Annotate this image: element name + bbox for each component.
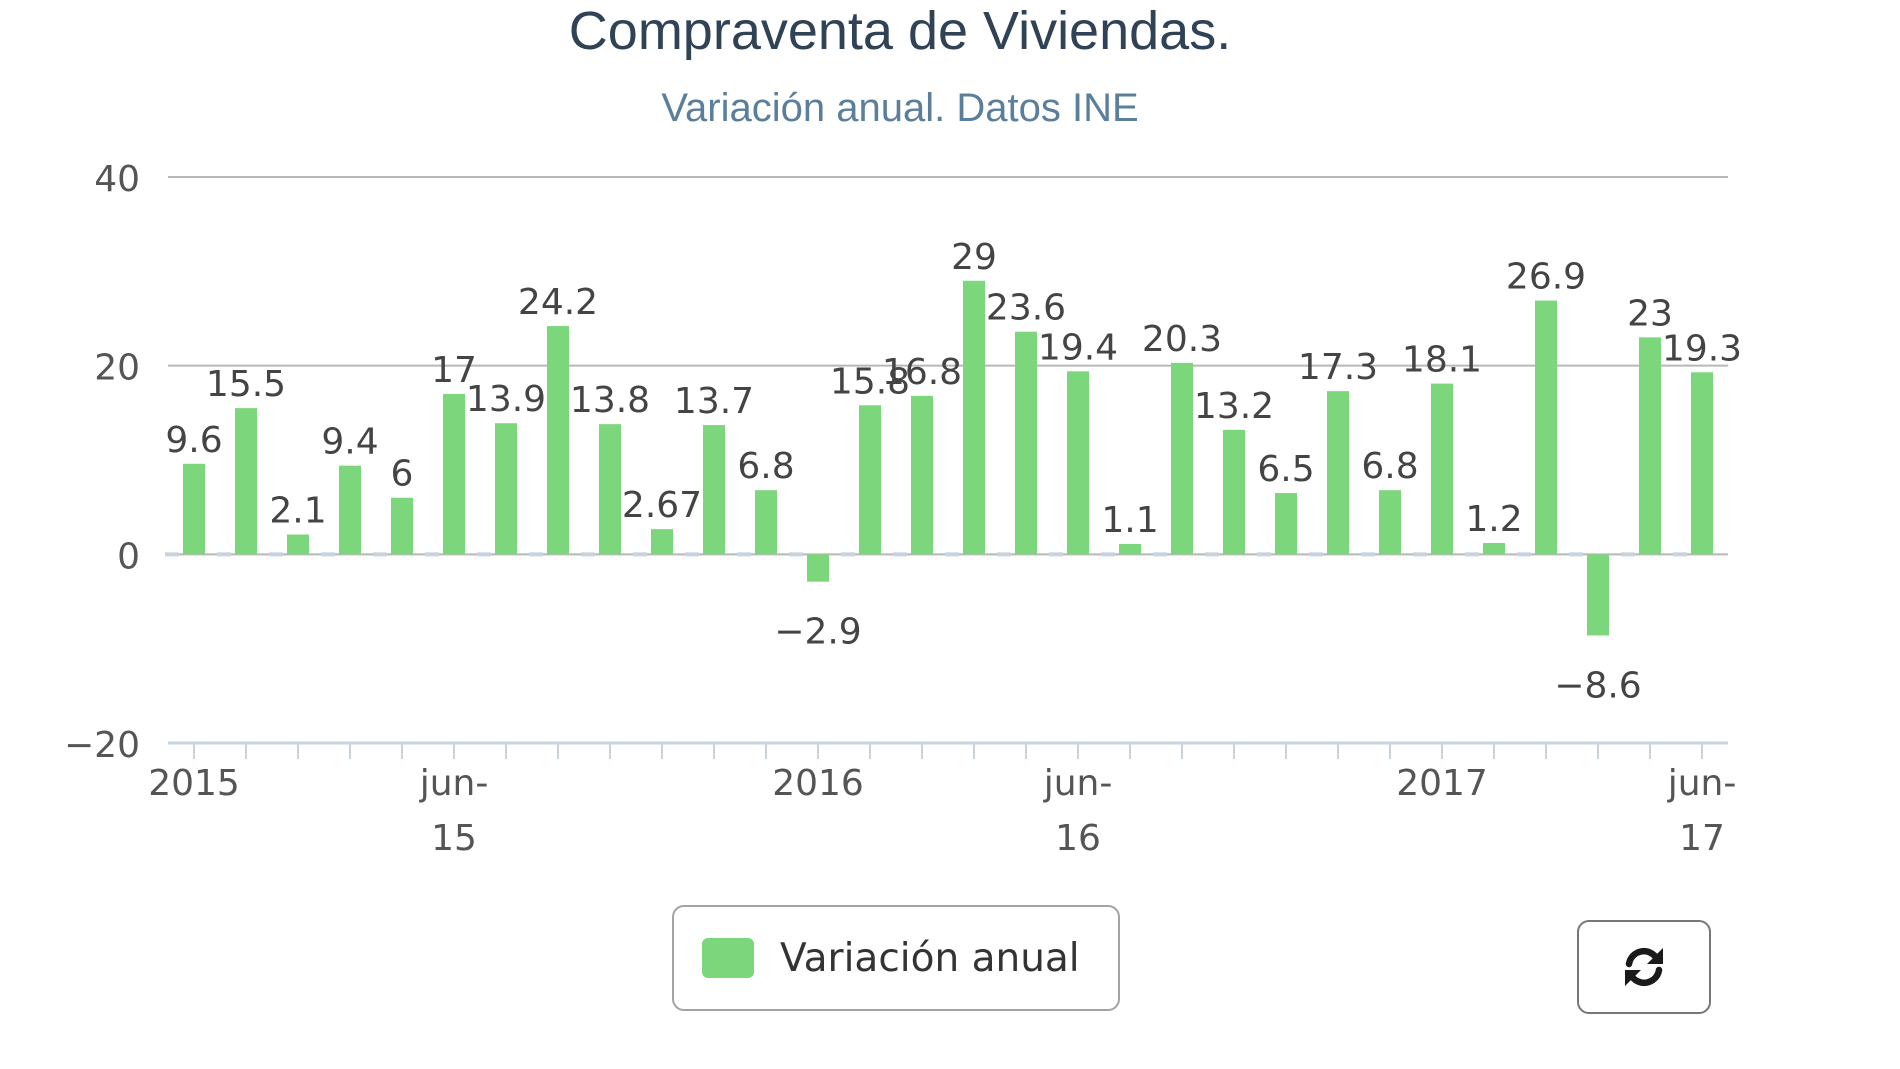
bar[interactable] — [287, 534, 309, 555]
bar[interactable] — [1067, 371, 1089, 555]
bar[interactable] — [443, 393, 465, 555]
bar[interactable] — [807, 554, 829, 582]
data-label: 2.67 — [622, 485, 702, 526]
x-tick-label: 2017 — [1396, 763, 1488, 804]
bar[interactable] — [703, 425, 725, 555]
bar[interactable] — [391, 497, 413, 555]
refresh-icon — [1625, 947, 1663, 987]
data-label: 1.2 — [1465, 499, 1522, 540]
data-label: 13.8 — [570, 380, 650, 421]
bar[interactable] — [859, 405, 881, 555]
data-label: 20.3 — [1142, 319, 1222, 360]
bar[interactable] — [1275, 493, 1297, 555]
bar[interactable] — [183, 463, 205, 555]
data-label: 24.2 — [518, 282, 598, 323]
bar[interactable] — [1431, 383, 1453, 555]
legend-swatch — [702, 938, 754, 978]
chart-title: Compraventa de Viviendas. — [568, 1, 1232, 61]
legend-label: Variación anual — [780, 935, 1080, 981]
bar[interactable] — [235, 408, 257, 555]
x-tick-label: jun- — [1667, 763, 1737, 804]
data-label: 6.8 — [737, 446, 794, 487]
data-label: 9.4 — [321, 422, 378, 463]
data-label: 17 — [431, 350, 477, 391]
y-axis-ticks: 40 20 0 −20 — [64, 159, 140, 766]
data-label: 6 — [391, 454, 414, 495]
data-label: 16.8 — [882, 352, 962, 393]
y-tick-label: 40 — [94, 159, 140, 200]
data-label: 2.1 — [269, 491, 326, 532]
bar[interactable] — [1171, 362, 1193, 555]
data-label: −8.6 — [1554, 665, 1641, 706]
data-label: 19.3 — [1662, 328, 1742, 369]
data-label: 17.3 — [1298, 347, 1378, 388]
bar[interactable] — [1015, 331, 1037, 555]
refresh-button[interactable] — [1577, 920, 1711, 1014]
data-label: 9.6 — [165, 420, 222, 461]
data-label: 13.2 — [1194, 386, 1274, 427]
data-label: 13.9 — [466, 379, 546, 420]
data-label: 23 — [1627, 293, 1673, 334]
bar[interactable] — [755, 490, 777, 555]
x-tick-label: 16 — [1055, 818, 1101, 859]
data-label: 15.8 — [830, 361, 910, 402]
bar[interactable] — [339, 465, 361, 555]
data-label: 23.6 — [986, 288, 1066, 329]
data-label: 19.4 — [1038, 327, 1118, 368]
data-label: 6.5 — [1257, 449, 1314, 490]
y-tick-label: 20 — [94, 348, 140, 389]
data-label: 6.8 — [1361, 446, 1418, 487]
bar[interactable] — [599, 424, 621, 555]
y-tick-label: −20 — [64, 725, 140, 766]
data-label: 29 — [951, 237, 997, 278]
bar[interactable] — [1483, 543, 1505, 555]
x-tick-label: 17 — [1679, 818, 1725, 859]
bar[interactable] — [1535, 300, 1557, 555]
bar[interactable] — [963, 280, 985, 555]
y-tick-label: 0 — [117, 536, 140, 577]
bar[interactable] — [495, 423, 517, 555]
data-label: 13.7 — [674, 381, 754, 422]
bar[interactable] — [1691, 372, 1713, 555]
x-axis: 2015 jun- 15 2016 jun- 16 2017 jun- 17 — [148, 741, 1737, 859]
data-label: 18.1 — [1402, 340, 1482, 381]
bar[interactable] — [651, 529, 673, 555]
grid-lines — [165, 176, 1728, 557]
legend[interactable]: Variación anual — [672, 905, 1120, 1011]
data-label: 15.5 — [206, 364, 286, 405]
bar[interactable] — [1639, 337, 1661, 555]
bar[interactable] — [547, 326, 569, 555]
data-label: 26.9 — [1506, 257, 1586, 298]
bar[interactable] — [1119, 543, 1141, 555]
bar[interactable] — [1327, 391, 1349, 555]
bar[interactable] — [1379, 490, 1401, 555]
chart-subtitle: Variación anual. Datos INE — [661, 86, 1139, 130]
bar[interactable] — [911, 395, 933, 555]
x-tick-label: 15 — [431, 818, 477, 859]
data-label: −2.9 — [774, 612, 861, 653]
x-tick-label: 2016 — [772, 763, 864, 804]
bar[interactable] — [1223, 429, 1245, 555]
bar[interactable] — [1587, 554, 1609, 636]
x-tick-label: 2015 — [148, 763, 240, 804]
data-label: 1.1 — [1101, 500, 1158, 541]
x-tick-label: jun- — [419, 763, 489, 804]
bars — [183, 280, 1713, 636]
x-tick-label: jun- — [1043, 763, 1113, 804]
